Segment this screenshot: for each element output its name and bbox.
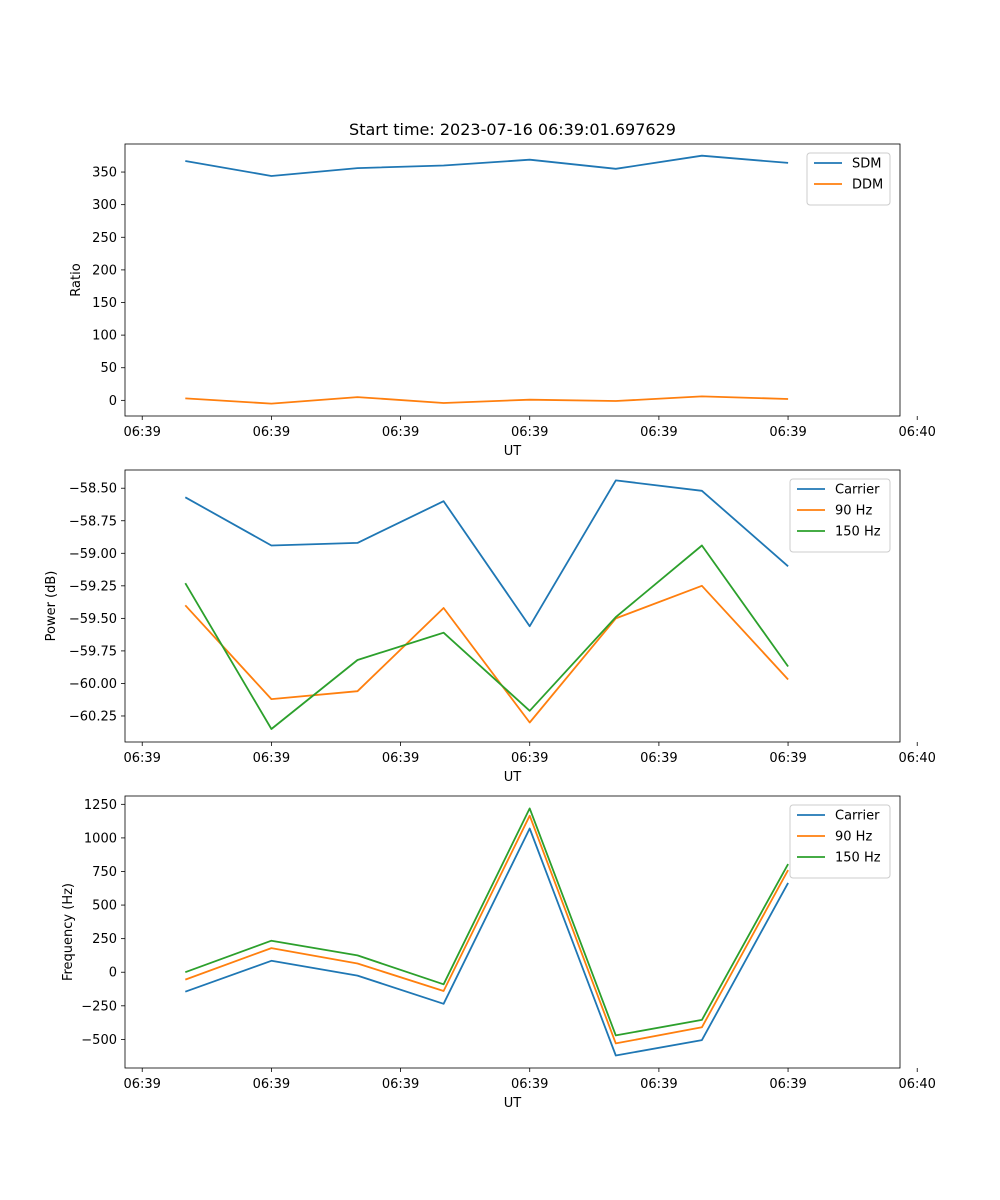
x-tick-label: 06:39 xyxy=(253,1077,290,1092)
y-tick-label: 750 xyxy=(92,865,117,880)
series-line-150-hz xyxy=(184,807,789,1037)
y-axis-label: Power (dB) xyxy=(44,571,59,642)
x-tick-label: 06:39 xyxy=(769,425,806,440)
y-tick-label: 250 xyxy=(92,231,117,246)
legend: SDM DDM xyxy=(806,152,891,206)
legend-label: 90 Hz xyxy=(835,504,872,519)
x-tick-label: 06:39 xyxy=(769,751,806,766)
series-line-90-hz xyxy=(184,814,789,1045)
x-tick-label: 06:39 xyxy=(640,1077,677,1092)
y-tick-label: −500 xyxy=(81,1033,117,1048)
x-tick-label: 06:39 xyxy=(640,425,677,440)
y-tick-label: −59.00 xyxy=(69,547,117,562)
x-axis-label: UT xyxy=(504,770,522,785)
y-tick-label: 350 xyxy=(92,166,117,181)
y-tick-label: −58.50 xyxy=(69,482,117,497)
legend-label: Carrier xyxy=(835,809,880,824)
x-tick-label: 06:39 xyxy=(769,1077,806,1092)
x-tick-label: 06:40 xyxy=(898,751,935,766)
x-axis-label: UT xyxy=(504,444,522,459)
y-tick-label: −60.00 xyxy=(69,677,117,692)
legend-label: SDM xyxy=(852,157,881,172)
x-axis-label: UT xyxy=(504,1096,522,1111)
x-tick-label: 06:39 xyxy=(382,1077,419,1092)
chart-1: 06:39 06:39 06:39 06:39 06:39 06:39 06:40 0 50 10… xyxy=(69,120,936,459)
x-tick-label: 06:39 xyxy=(511,751,548,766)
chart-title: Start time: 2023-07-16 06:39:01.697629 xyxy=(349,120,676,139)
legend-label: 150 Hz xyxy=(835,525,881,540)
y-tick-label: 0 xyxy=(109,966,117,981)
y-axis-label: Frequency (Hz) xyxy=(61,883,76,981)
x-tick-label: 06:40 xyxy=(898,1077,935,1092)
series-line-carrier xyxy=(184,827,789,1057)
chart-2: 06:39 06:39 06:39 06:39 06:39 06:39 06:40 −58.5… xyxy=(44,469,936,785)
y-axis-label: Ratio xyxy=(69,263,84,296)
x-tick-label: 06:39 xyxy=(382,425,419,440)
y-tick-label: −250 xyxy=(81,999,117,1014)
legend-box xyxy=(789,804,891,879)
x-tick-label: 06:39 xyxy=(253,425,290,440)
axes-frame xyxy=(124,795,901,1069)
x-tick-label: 06:39 xyxy=(511,1077,548,1092)
y-tick-label: 300 xyxy=(92,198,117,213)
x-tick-label: 06:39 xyxy=(382,751,419,766)
x-tick-label: 06:39 xyxy=(253,751,290,766)
y-tick-label: −59.50 xyxy=(69,612,117,627)
series-line-sdm xyxy=(185,154,789,177)
y-tick-label: 200 xyxy=(92,263,117,278)
legend-label: 150 Hz xyxy=(835,851,881,866)
y-tick-label: 250 xyxy=(92,932,117,947)
series-line-carrier xyxy=(184,479,789,628)
x-tick-label: 06:39 xyxy=(123,1077,160,1092)
y-tick-label: 1250 xyxy=(84,798,117,813)
y-tick-label: 50 xyxy=(100,361,117,376)
x-tick-label: 06:39 xyxy=(511,425,548,440)
y-tick-label: −60.25 xyxy=(69,709,117,724)
y-tick-label: 1000 xyxy=(84,831,117,846)
series-line-ddm xyxy=(185,395,789,405)
axes-frame xyxy=(124,469,901,743)
legend-box xyxy=(789,478,891,553)
y-tick-label: 100 xyxy=(92,329,117,344)
y-tick-label: −59.75 xyxy=(69,644,117,659)
legend-label: 90 Hz xyxy=(835,830,872,845)
legend: Carrier 90 Hz 150 Hz xyxy=(789,804,891,879)
y-tick-label: 150 xyxy=(92,296,117,311)
x-tick-label: 06:39 xyxy=(123,751,160,766)
x-tick-label: 06:40 xyxy=(898,425,935,440)
x-tick-label: 06:39 xyxy=(640,751,677,766)
legend-label: DDM xyxy=(852,178,883,193)
series-line-90-hz xyxy=(184,584,789,724)
chart-3: 06:39 06:39 06:39 06:39 06:39 06:39 06:40 −500 −… xyxy=(61,795,936,1111)
y-tick-label: 500 xyxy=(92,899,117,914)
y-tick-label: −58.75 xyxy=(69,514,117,529)
x-tick-label: 06:39 xyxy=(123,425,160,440)
legend-box xyxy=(806,152,891,206)
y-tick-label: 0 xyxy=(109,394,117,409)
axes-frame xyxy=(124,143,901,417)
y-tick-label: −59.25 xyxy=(69,579,117,594)
legend: Carrier 90 Hz 150 Hz xyxy=(789,478,891,553)
legend-label: Carrier xyxy=(835,483,880,498)
series-line-150-hz xyxy=(184,544,789,730)
